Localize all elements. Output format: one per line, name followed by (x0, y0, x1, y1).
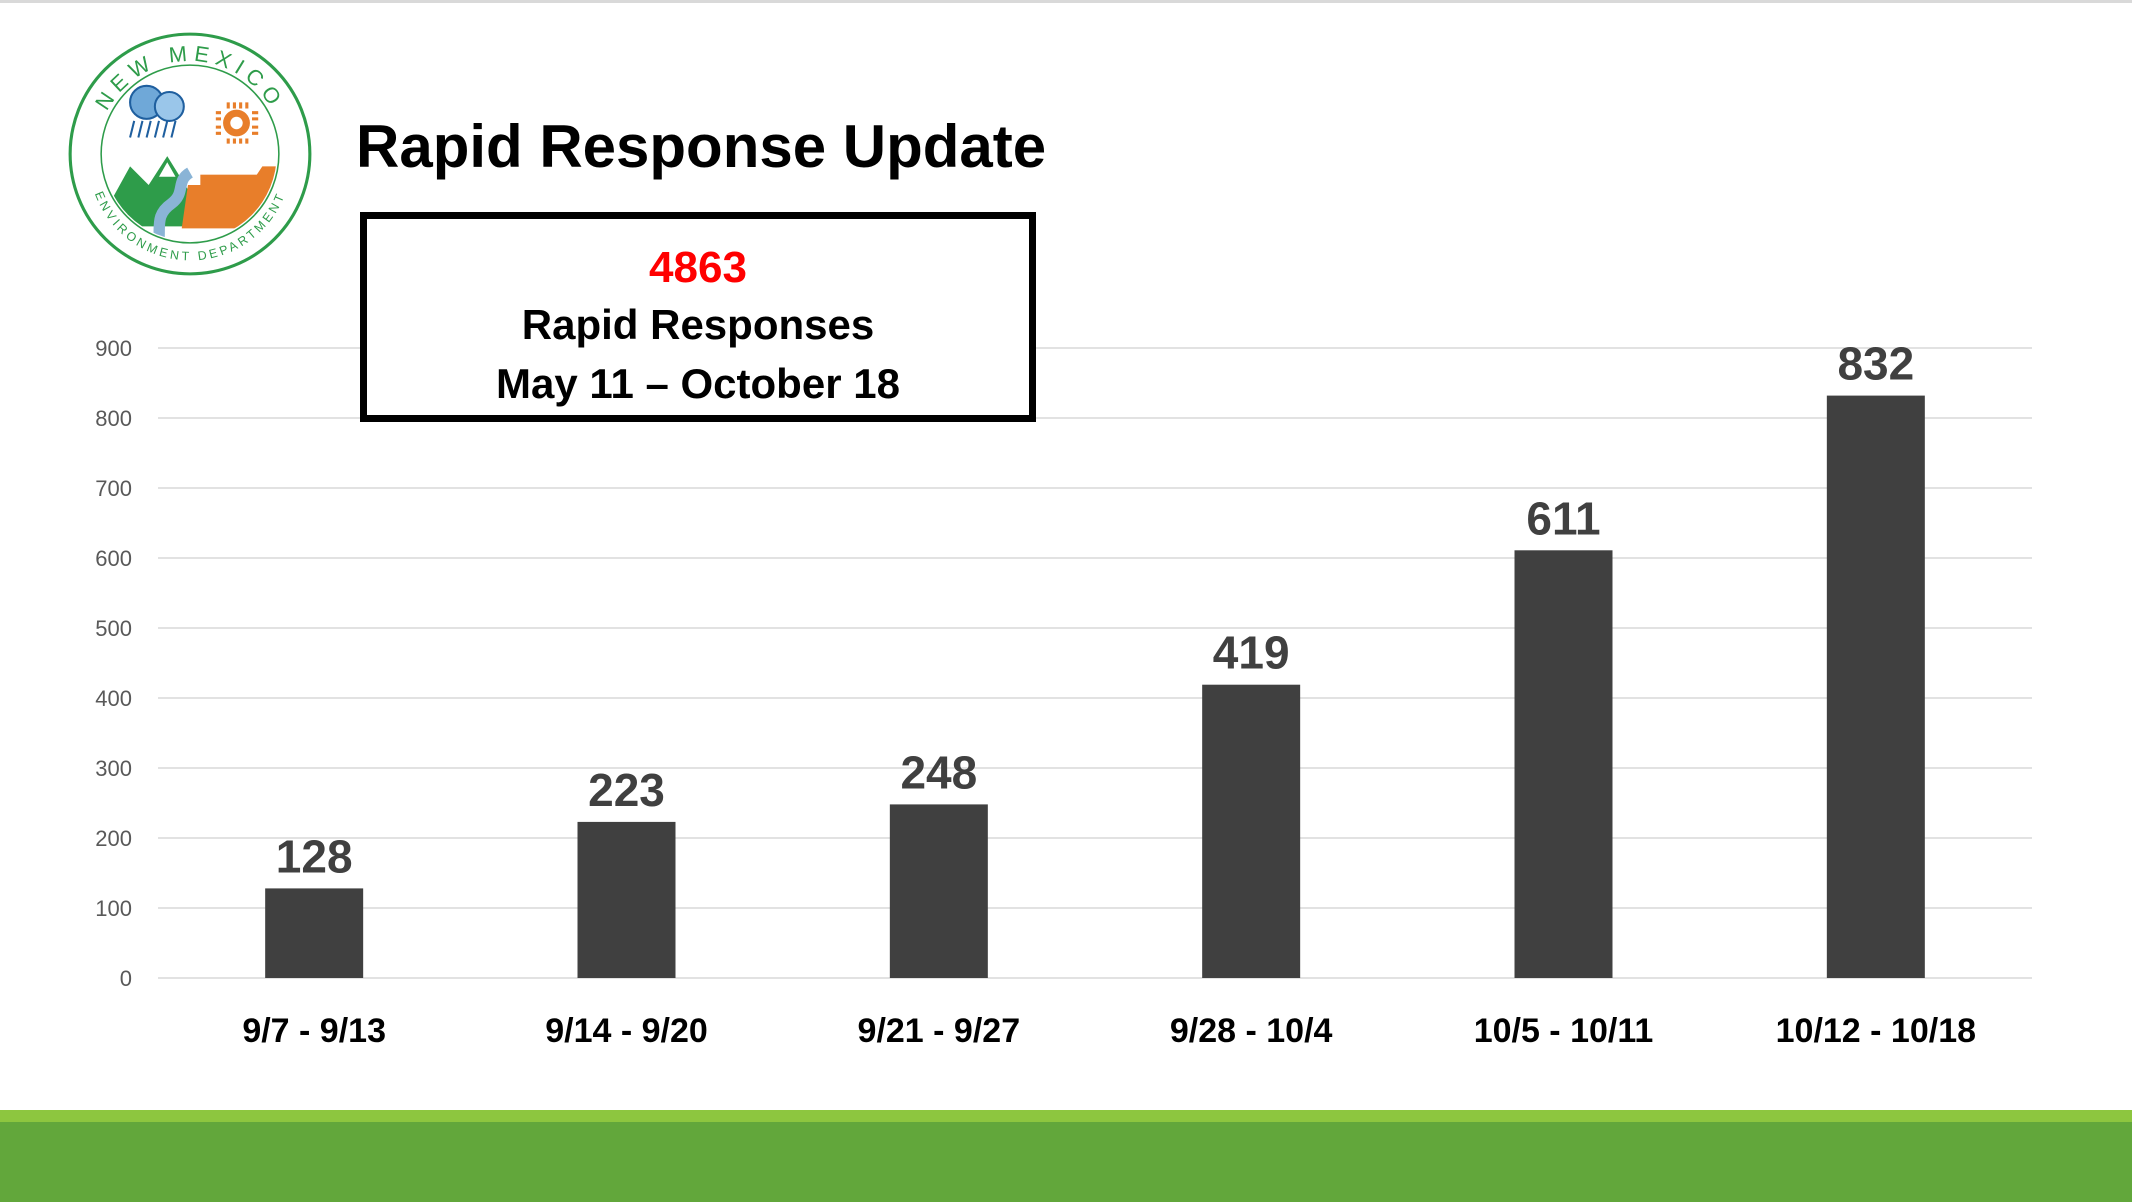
bar (265, 888, 364, 978)
y-tick-label: 200 (95, 826, 132, 851)
callout-date-range: May 11 – October 18 (496, 359, 900, 407)
total-callout-box: 4863 Rapid Responses May 11 – October 18 (360, 212, 1036, 422)
x-tick-label: 9/28 - 10/4 (1170, 1012, 1333, 1050)
bar (1202, 684, 1301, 978)
top-rule (0, 0, 2132, 3)
y-tick-label: 500 (95, 616, 132, 641)
y-tick-label: 800 (95, 406, 132, 431)
x-tick-label: 9/14 - 9/20 (545, 1012, 708, 1050)
data-label: 223 (588, 764, 665, 816)
footer-bar (0, 1122, 2132, 1202)
x-tick-label: 10/5 - 10/11 (1474, 1012, 1654, 1050)
y-tick-label: 900 (95, 336, 132, 361)
y-tick-label: 0 (120, 966, 132, 991)
bar (1826, 395, 1925, 979)
x-tick-label: 9/7 - 9/13 (242, 1012, 386, 1050)
y-tick-label: 700 (95, 476, 132, 501)
bar (889, 804, 988, 978)
bar (577, 821, 676, 978)
x-tick-label: 9/21 - 9/27 (858, 1012, 1021, 1050)
x-tick-label: 10/12 - 10/18 (1776, 1012, 1976, 1050)
y-tick-label: 600 (95, 546, 132, 571)
callout-label: Rapid Responses (521, 301, 875, 349)
y-tick-label: 300 (95, 756, 132, 781)
callout-total: 4863 (649, 243, 747, 292)
data-label: 248 (900, 746, 977, 798)
data-label: 128 (276, 830, 353, 882)
y-tick-label: 400 (95, 686, 132, 711)
footer-accent-stripe (0, 1110, 2132, 1122)
data-label: 832 (1837, 338, 1914, 390)
nmed-logo-icon: NEW MEXICO ENVIRONMENT DEPARTMENT (68, 32, 312, 276)
bar (1514, 550, 1613, 978)
y-tick-label: 100 (95, 896, 132, 921)
slide-title: Rapid Response Update (356, 113, 1047, 180)
data-label: 419 (1213, 627, 1290, 679)
data-label: 611 (1526, 492, 1600, 544)
